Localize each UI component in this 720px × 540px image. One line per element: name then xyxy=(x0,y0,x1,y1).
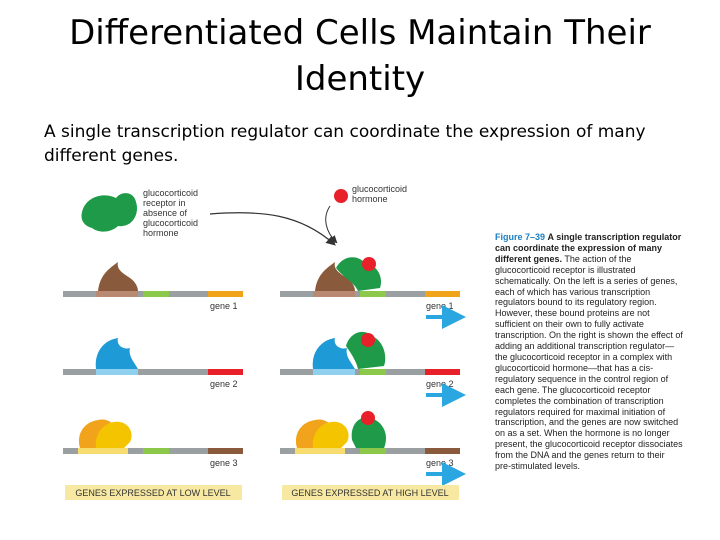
gene-label-right-1: gene 1 xyxy=(426,301,454,311)
blue-regulator-icon xyxy=(312,338,355,369)
bound-hormone-icon xyxy=(362,257,376,271)
high-level-band xyxy=(282,485,459,500)
low-level-band xyxy=(65,485,242,500)
brown-regulator-icon xyxy=(98,262,138,291)
bound-hormone-icon xyxy=(361,333,375,347)
free-receptor-icon xyxy=(81,193,138,232)
left-gene-1: gene 1 xyxy=(63,262,243,311)
caption-body: The action of the glucocorticoid recepto… xyxy=(495,253,683,472)
bound-receptor-icon xyxy=(346,331,386,369)
binding-arrow-icon xyxy=(209,212,336,246)
hormone-arrow-icon xyxy=(325,205,338,244)
figure-caption: Figure 7–39 A single transcription regul… xyxy=(495,232,683,472)
right-gene-1: gene 1 xyxy=(280,257,466,329)
gene-label-right-2: gene 2 xyxy=(426,379,454,389)
hormone-label: glucocorticoid hormone xyxy=(352,184,410,204)
yellow-regulator-icon xyxy=(312,421,349,448)
gene-label-left-1: gene 1 xyxy=(210,301,238,311)
free-hormone-icon xyxy=(334,189,348,203)
caption-figure-number: Figure 7–39 xyxy=(495,232,546,242)
brown-regulator-icon xyxy=(315,262,355,291)
high-level-label: GENES EXPRESSED AT HIGH LEVEL xyxy=(291,488,448,498)
left-gene-3: gene 3 xyxy=(63,419,243,468)
bound-receptor-icon xyxy=(351,417,386,448)
gene-label-left-3: gene 3 xyxy=(210,458,238,468)
low-level-label: GENES EXPRESSED AT LOW LEVEL xyxy=(75,488,230,498)
gene-label-left-2: gene 2 xyxy=(210,379,238,389)
gene-label-right-3: gene 3 xyxy=(426,458,454,468)
receptor-label: glucocorticoid receptor in absence of gl… xyxy=(143,188,201,238)
bound-hormone-icon xyxy=(361,411,375,425)
slide-title: Differentiated Cells Maintain Their Iden… xyxy=(69,13,651,99)
right-gene-2: gene 2 xyxy=(280,331,466,407)
right-gene-3: gene 3 xyxy=(280,411,466,486)
slide-subtitle: A single transcription regulator can coo… xyxy=(44,122,646,166)
yellow-regulator-icon xyxy=(95,421,132,448)
caption-heading: A single transcription regulator can coo… xyxy=(495,232,682,264)
left-gene-2: gene 2 xyxy=(63,338,243,389)
blue-regulator-icon xyxy=(95,338,138,369)
